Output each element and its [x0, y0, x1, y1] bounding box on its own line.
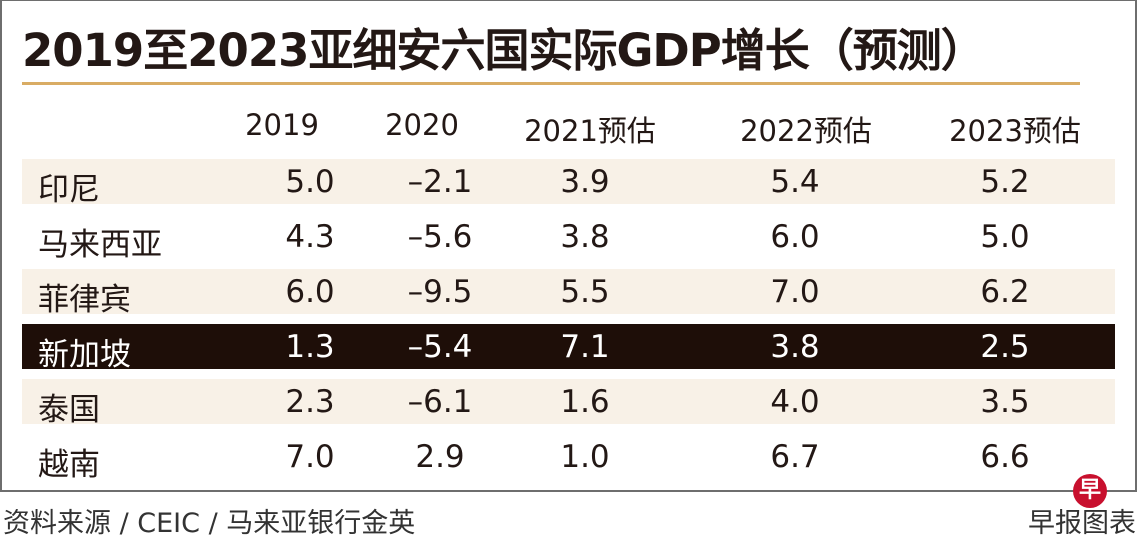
table-cell: 3.9	[560, 164, 610, 200]
table-cell: 2.3	[285, 384, 335, 420]
table-cell: 2.9	[415, 439, 465, 475]
table-cell: 3.8	[560, 219, 610, 255]
table-cell: 5.0	[980, 219, 1030, 255]
table-cell: 6.7	[770, 439, 820, 475]
column-header: 2019	[245, 108, 319, 142]
table-cell: 6.6	[980, 439, 1030, 475]
table-cell: 1.3	[285, 329, 335, 365]
zaobao-logo-icon: 早	[1073, 474, 1107, 508]
table-cell: 3.8	[770, 329, 820, 365]
table-row: 印尼 5.0 –2.1 3.9 5.4 5.2	[22, 159, 1115, 208]
table-cell: –9.5	[407, 274, 473, 310]
table-row: 菲律宾 6.0 –9.5 5.5 7.0 6.2	[22, 269, 1115, 318]
chart-title: 2019至2023亚细安六国实际GDP增长（预测）	[22, 24, 986, 77]
source-note: 资料来源 / CEIC / 马来亚银行金英	[3, 508, 416, 539]
table-cell: –5.6	[407, 219, 473, 255]
table-cell: 7.0	[285, 439, 335, 475]
table-row: 马来西亚 4.3 –5.6 3.8 6.0 5.0	[22, 214, 1115, 263]
table-row: 越南 7.0 2.9 1.0 6.7 6.6	[22, 434, 1115, 483]
table-cell: 6.2	[980, 274, 1030, 310]
table-row-highlighted: 新加坡 1.3 –5.4 7.1 3.8 2.5	[22, 324, 1115, 373]
table-cell: 1.6	[560, 384, 610, 420]
table-cell: 2.5	[980, 329, 1030, 365]
title-underline	[22, 82, 1080, 85]
country-label: 新加坡	[38, 337, 131, 373]
table-cell: 6.0	[770, 219, 820, 255]
table-cell: 5.5	[560, 274, 610, 310]
table-cell: –6.1	[407, 384, 473, 420]
country-label: 马来西亚	[38, 227, 162, 263]
table-cell: 5.0	[285, 164, 335, 200]
brand-label: 早报图表	[1028, 508, 1136, 539]
column-header: 2023预估	[949, 114, 1081, 148]
column-header: 2021预估	[524, 114, 656, 148]
table-row: 泰国 2.3 –6.1 1.6 4.0 3.5	[22, 379, 1115, 428]
table-cell: 1.0	[560, 439, 610, 475]
table-cell: 6.0	[285, 274, 335, 310]
country-label: 菲律宾	[38, 282, 131, 318]
table-cell: 4.3	[285, 219, 335, 255]
table-cell: 7.0	[770, 274, 820, 310]
country-label: 越南	[38, 447, 100, 483]
table-cell: 5.4	[770, 164, 820, 200]
column-header-row: 2019 2020 2021预估 2022预估 2023预估	[0, 108, 1137, 150]
table-cell: 3.5	[980, 384, 1030, 420]
country-label: 泰国	[38, 392, 100, 428]
table-cell: –2.1	[407, 164, 473, 200]
column-header: 2022预估	[740, 114, 872, 148]
table-cell: 7.1	[560, 329, 610, 365]
table-cell: 4.0	[770, 384, 820, 420]
table-cell: 5.2	[980, 164, 1030, 200]
table-cell: –5.4	[407, 329, 473, 365]
country-label: 印尼	[38, 172, 100, 208]
column-header: 2020	[385, 108, 459, 142]
